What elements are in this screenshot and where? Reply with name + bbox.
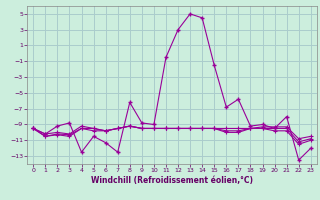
X-axis label: Windchill (Refroidissement éolien,°C): Windchill (Refroidissement éolien,°C)	[91, 176, 253, 185]
